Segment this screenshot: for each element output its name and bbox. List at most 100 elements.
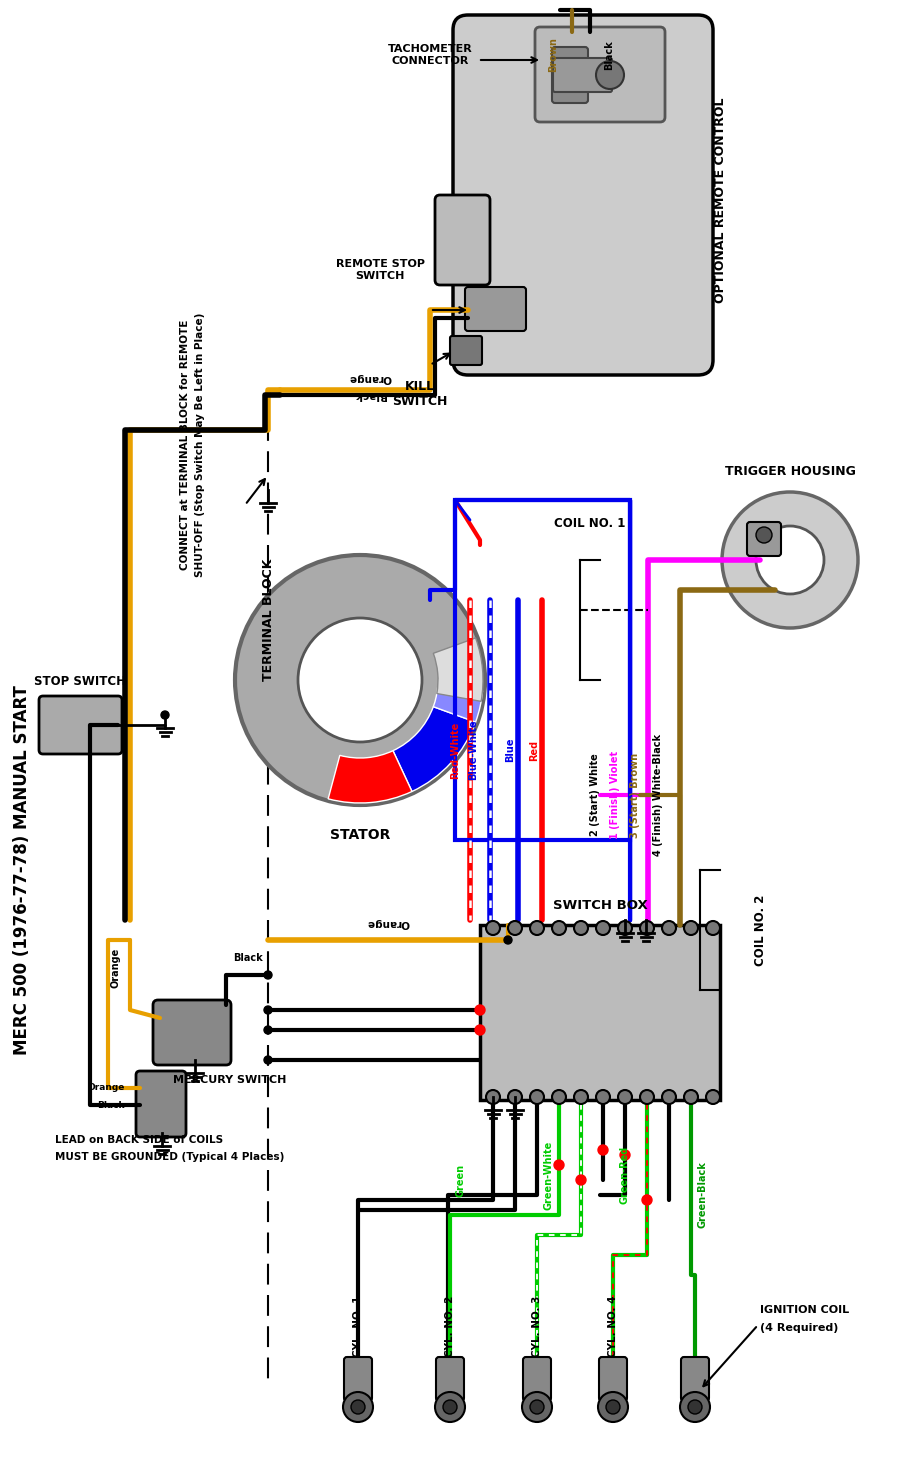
FancyBboxPatch shape <box>465 287 526 331</box>
Circle shape <box>688 1401 702 1414</box>
Text: KILL
SWITCH: KILL SWITCH <box>392 379 447 407</box>
FancyBboxPatch shape <box>681 1357 709 1401</box>
Circle shape <box>351 1401 365 1414</box>
Text: SWITCH BOX: SWITCH BOX <box>553 900 647 913</box>
FancyBboxPatch shape <box>599 1357 627 1401</box>
Circle shape <box>486 1090 500 1105</box>
Circle shape <box>706 921 720 935</box>
Circle shape <box>596 1090 610 1105</box>
FancyBboxPatch shape <box>436 1357 464 1401</box>
Circle shape <box>662 1090 676 1105</box>
Text: (4 Required): (4 Required) <box>760 1323 839 1333</box>
FancyBboxPatch shape <box>435 195 490 286</box>
FancyBboxPatch shape <box>344 1357 372 1401</box>
Text: STATOR: STATOR <box>329 828 391 842</box>
Text: Brown: Brown <box>548 38 558 72</box>
Circle shape <box>598 1392 628 1423</box>
Text: Black: Black <box>233 954 263 963</box>
Circle shape <box>642 1195 652 1206</box>
Circle shape <box>264 1056 272 1064</box>
Circle shape <box>596 62 624 89</box>
Circle shape <box>343 1392 373 1423</box>
FancyBboxPatch shape <box>453 15 713 375</box>
Text: TERMINAL BLOCK: TERMINAL BLOCK <box>262 558 274 681</box>
Circle shape <box>530 1401 544 1414</box>
Wedge shape <box>433 687 482 722</box>
FancyBboxPatch shape <box>553 59 612 92</box>
Circle shape <box>618 921 632 935</box>
Text: 4 (Finish) White-Black: 4 (Finish) White-Black <box>653 734 663 856</box>
Wedge shape <box>328 750 412 803</box>
Circle shape <box>552 1090 566 1105</box>
Circle shape <box>640 1090 654 1105</box>
Circle shape <box>606 1401 620 1414</box>
Text: MERC 500 (1976-77-78) MANUAL START: MERC 500 (1976-77-78) MANUAL START <box>13 686 31 1055</box>
Circle shape <box>475 1026 485 1034</box>
Circle shape <box>486 921 500 935</box>
Text: Green-White: Green-White <box>543 1140 553 1210</box>
Circle shape <box>508 1090 522 1105</box>
FancyBboxPatch shape <box>136 1071 186 1137</box>
Text: CONNECT at TERMINAL BLOCK for REMOTE: CONNECT at TERMINAL BLOCK for REMOTE <box>180 319 190 570</box>
Circle shape <box>684 1090 698 1105</box>
FancyBboxPatch shape <box>39 696 122 754</box>
Circle shape <box>598 1146 608 1154</box>
Circle shape <box>618 1090 632 1105</box>
FancyBboxPatch shape <box>153 1001 231 1065</box>
Circle shape <box>620 1150 630 1160</box>
FancyBboxPatch shape <box>450 335 482 365</box>
FancyBboxPatch shape <box>747 522 781 557</box>
Wedge shape <box>433 637 483 702</box>
Circle shape <box>298 618 422 741</box>
Text: Black: Black <box>354 390 386 400</box>
Circle shape <box>706 1090 720 1105</box>
Text: Orange: Orange <box>366 919 410 927</box>
Text: Blue-White: Blue-White <box>468 719 478 781</box>
Text: 3 (Start) Brown: 3 (Start) Brown <box>630 753 640 838</box>
Text: Red-White: Red-White <box>450 721 460 778</box>
Text: SHUT-OFF (Stop Switch May Be Left in Place): SHUT-OFF (Stop Switch May Be Left in Pla… <box>195 314 205 577</box>
Text: TRIGGER HOUSING: TRIGGER HOUSING <box>724 464 855 478</box>
Text: Blue: Blue <box>505 738 515 762</box>
FancyBboxPatch shape <box>535 26 665 122</box>
FancyBboxPatch shape <box>552 47 588 103</box>
Circle shape <box>756 527 772 544</box>
Text: IGNITION COIL: IGNITION COIL <box>760 1305 849 1316</box>
Circle shape <box>475 1005 485 1015</box>
Circle shape <box>596 921 610 935</box>
Circle shape <box>530 1090 544 1105</box>
Circle shape <box>435 1392 465 1423</box>
Circle shape <box>684 921 698 935</box>
Text: CYL. NO. 4: CYL. NO. 4 <box>608 1295 618 1357</box>
Circle shape <box>443 1401 457 1414</box>
Text: Black: Black <box>604 40 614 70</box>
Circle shape <box>530 921 544 935</box>
Text: REMOTE STOP
SWITCH: REMOTE STOP SWITCH <box>336 259 425 281</box>
Circle shape <box>264 971 272 979</box>
Circle shape <box>574 921 588 935</box>
Text: Black: Black <box>97 1100 125 1109</box>
Circle shape <box>554 1160 564 1171</box>
Text: CYL. NO. 3: CYL. NO. 3 <box>532 1295 542 1357</box>
Circle shape <box>574 1090 588 1105</box>
Text: Green-Black: Green-Black <box>698 1162 708 1229</box>
Text: 2 (Start) White: 2 (Start) White <box>590 753 600 837</box>
Circle shape <box>662 921 676 935</box>
Text: LEAD on BACK SIDE of COILS: LEAD on BACK SIDE of COILS <box>55 1135 223 1146</box>
FancyBboxPatch shape <box>480 924 720 1100</box>
Text: Orange: Orange <box>348 374 392 382</box>
Circle shape <box>552 921 566 935</box>
Text: TACHOMETER
CONNECTOR: TACHOMETER CONNECTOR <box>388 44 472 66</box>
Circle shape <box>161 711 169 719</box>
Text: COIL NO. 1: COIL NO. 1 <box>554 517 626 530</box>
Text: CYL. NO. 1: CYL. NO. 1 <box>353 1295 363 1357</box>
Circle shape <box>264 1026 272 1034</box>
Text: Green: Green <box>455 1163 465 1197</box>
Circle shape <box>756 526 824 593</box>
FancyBboxPatch shape <box>523 1357 551 1401</box>
Wedge shape <box>393 706 475 791</box>
Circle shape <box>522 1392 552 1423</box>
Text: OPTIONAL REMOTE CONTROL: OPTIONAL REMOTE CONTROL <box>714 97 726 303</box>
Text: 1 (Finish) Violet: 1 (Finish) Violet <box>610 752 620 839</box>
Circle shape <box>722 492 858 628</box>
